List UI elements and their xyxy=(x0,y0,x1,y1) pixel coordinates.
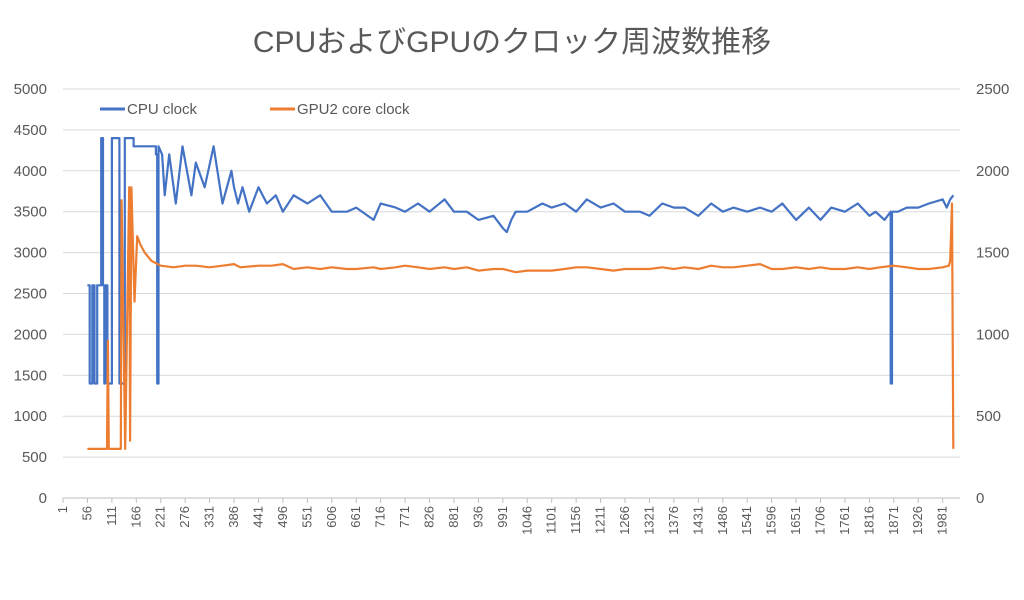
x-axis-ticks: 1 56 111 166 221 276 331 386 441 496 551 606 661 716 7… xyxy=(55,498,950,535)
left-tick-label-500: 500 xyxy=(22,449,47,466)
right-tick-label-2000: 2000 xyxy=(976,163,1009,180)
left-axis-ticks: 0 500 1000 1500 2000 2500 3000 3500 4000 4500 5000 xyxy=(14,81,47,507)
cpu-clock-series-line xyxy=(87,137,955,385)
legend-label-cpu: CPU clock xyxy=(127,101,198,118)
x-tick-label-991: 991 xyxy=(495,506,510,528)
left-tick-label-2500: 2500 xyxy=(14,286,47,303)
x-tick-label-1321: 1321 xyxy=(641,506,656,535)
x-tick-label-1541: 1541 xyxy=(739,506,754,535)
x-tick-label-1926: 1926 xyxy=(910,506,925,535)
left-tick-label-4000: 4000 xyxy=(14,163,47,180)
left-tick-label-2000: 2000 xyxy=(14,326,47,343)
x-tick-label-1156: 1156 xyxy=(568,506,583,534)
x-tick-label-441: 441 xyxy=(250,506,265,528)
x-tick-label-1266: 1266 xyxy=(617,506,632,535)
left-tick-label-4500: 4500 xyxy=(14,122,47,139)
right-axis-ticks: 0 500 1000 1500 2000 2500 xyxy=(976,81,1009,507)
x-tick-label-496: 496 xyxy=(275,506,290,528)
x-tick-label-1376: 1376 xyxy=(666,506,681,535)
left-tick-label-1500: 1500 xyxy=(14,367,47,384)
x-tick-label-386: 386 xyxy=(226,506,241,528)
x-tick-label-771: 771 xyxy=(397,506,412,528)
x-tick-label-661: 661 xyxy=(348,506,363,528)
x-tick-label-1816: 1816 xyxy=(861,506,876,535)
right-tick-label-1000: 1000 xyxy=(976,326,1009,343)
x-tick-label-166: 166 xyxy=(128,506,143,528)
left-tick-label-1000: 1000 xyxy=(14,408,47,425)
legend-label-gpu: GPU2 core clock xyxy=(297,101,410,118)
series-lines xyxy=(87,137,955,450)
gridlines xyxy=(63,88,960,499)
x-tick-label-551: 551 xyxy=(299,506,314,528)
x-tick-label-826: 826 xyxy=(422,506,437,528)
x-tick-label-1981: 1981 xyxy=(935,506,950,535)
x-tick-label-56: 56 xyxy=(79,506,94,520)
x-tick-label-716: 716 xyxy=(373,506,388,528)
x-tick-label-1871: 1871 xyxy=(886,506,901,535)
right-tick-label-0: 0 xyxy=(976,490,984,507)
x-tick-label-881: 881 xyxy=(446,506,461,528)
x-tick-label-606: 606 xyxy=(324,506,339,528)
x-tick-label-1651: 1651 xyxy=(788,506,803,535)
x-tick-label-1596: 1596 xyxy=(764,506,779,535)
x-tick-label-936: 936 xyxy=(470,506,485,528)
x-tick-label-1431: 1431 xyxy=(690,506,705,535)
x-tick-label-1211: 1211 xyxy=(593,506,608,534)
right-tick-label-2500: 2500 xyxy=(976,81,1009,98)
x-tick-label-1046: 1046 xyxy=(519,506,534,535)
x-tick-label-1: 1 xyxy=(55,506,70,513)
left-tick-label-0: 0 xyxy=(39,490,47,507)
right-tick-label-1500: 1500 xyxy=(976,245,1009,262)
x-tick-label-1761: 1761 xyxy=(837,506,852,535)
x-tick-label-1706: 1706 xyxy=(812,506,827,535)
left-tick-label-3000: 3000 xyxy=(14,245,47,262)
x-tick-label-331: 331 xyxy=(202,506,217,528)
x-tick-label-111: 111 xyxy=(104,506,119,526)
left-tick-label-5000: 5000 xyxy=(14,81,47,98)
x-tick-label-1486: 1486 xyxy=(715,506,730,535)
x-tick-label-221: 221 xyxy=(153,506,168,528)
x-tick-label-1101: 1101 xyxy=(544,506,559,534)
legend: CPU clock GPU2 core clock xyxy=(100,101,410,118)
x-tick-label-276: 276 xyxy=(177,506,192,528)
gpu-core-clock-series-line xyxy=(87,186,955,450)
left-tick-label-3500: 3500 xyxy=(14,204,47,221)
chart-title: CPUおよびGPUのクロック周波数推移 xyxy=(253,26,771,59)
right-tick-label-500: 500 xyxy=(976,408,1001,425)
